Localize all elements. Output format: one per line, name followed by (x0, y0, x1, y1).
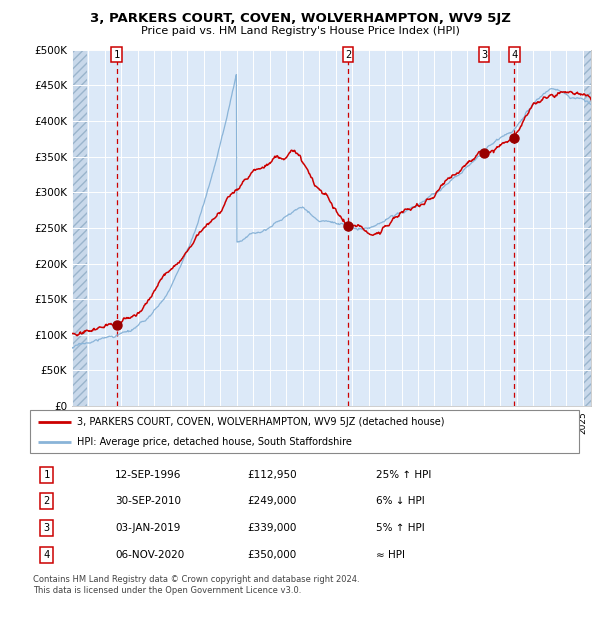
Text: £350,000: £350,000 (247, 550, 296, 560)
Text: 06-NOV-2020: 06-NOV-2020 (115, 550, 184, 560)
Text: £249,000: £249,000 (247, 496, 296, 506)
Text: 3, PARKERS COURT, COVEN, WOLVERHAMPTON, WV9 5JZ: 3, PARKERS COURT, COVEN, WOLVERHAMPTON, … (89, 12, 511, 25)
FancyBboxPatch shape (30, 410, 579, 453)
Text: 6% ↓ HPI: 6% ↓ HPI (376, 496, 425, 506)
Text: 2: 2 (345, 50, 351, 60)
Text: 3, PARKERS COURT, COVEN, WOLVERHAMPTON, WV9 5JZ (detached house): 3, PARKERS COURT, COVEN, WOLVERHAMPTON, … (77, 417, 444, 427)
Text: £112,950: £112,950 (247, 470, 296, 480)
Text: 2: 2 (43, 496, 50, 506)
Bar (583, 50, 591, 406)
Text: 3: 3 (481, 50, 487, 60)
Text: 5% ↑ HPI: 5% ↑ HPI (376, 523, 425, 533)
Text: 1: 1 (113, 50, 120, 60)
Text: 30-SEP-2010: 30-SEP-2010 (115, 496, 181, 506)
Text: 3: 3 (43, 523, 50, 533)
Text: Price paid vs. HM Land Registry's House Price Index (HPI): Price paid vs. HM Land Registry's House … (140, 26, 460, 36)
Text: 1: 1 (43, 470, 50, 480)
Text: Contains HM Land Registry data © Crown copyright and database right 2024.
This d: Contains HM Land Registry data © Crown c… (33, 575, 359, 595)
Text: 25% ↑ HPI: 25% ↑ HPI (376, 470, 431, 480)
Text: HPI: Average price, detached house, South Staffordshire: HPI: Average price, detached house, Sout… (77, 437, 352, 447)
Text: 4: 4 (511, 50, 518, 60)
Bar (72, 50, 87, 406)
Text: £339,000: £339,000 (247, 523, 296, 533)
Text: 4: 4 (43, 550, 50, 560)
Bar (72, 50, 87, 406)
Text: 12-SEP-1996: 12-SEP-1996 (115, 470, 181, 480)
Text: ≈ HPI: ≈ HPI (376, 550, 405, 560)
Text: 03-JAN-2019: 03-JAN-2019 (115, 523, 181, 533)
Bar (583, 50, 591, 406)
